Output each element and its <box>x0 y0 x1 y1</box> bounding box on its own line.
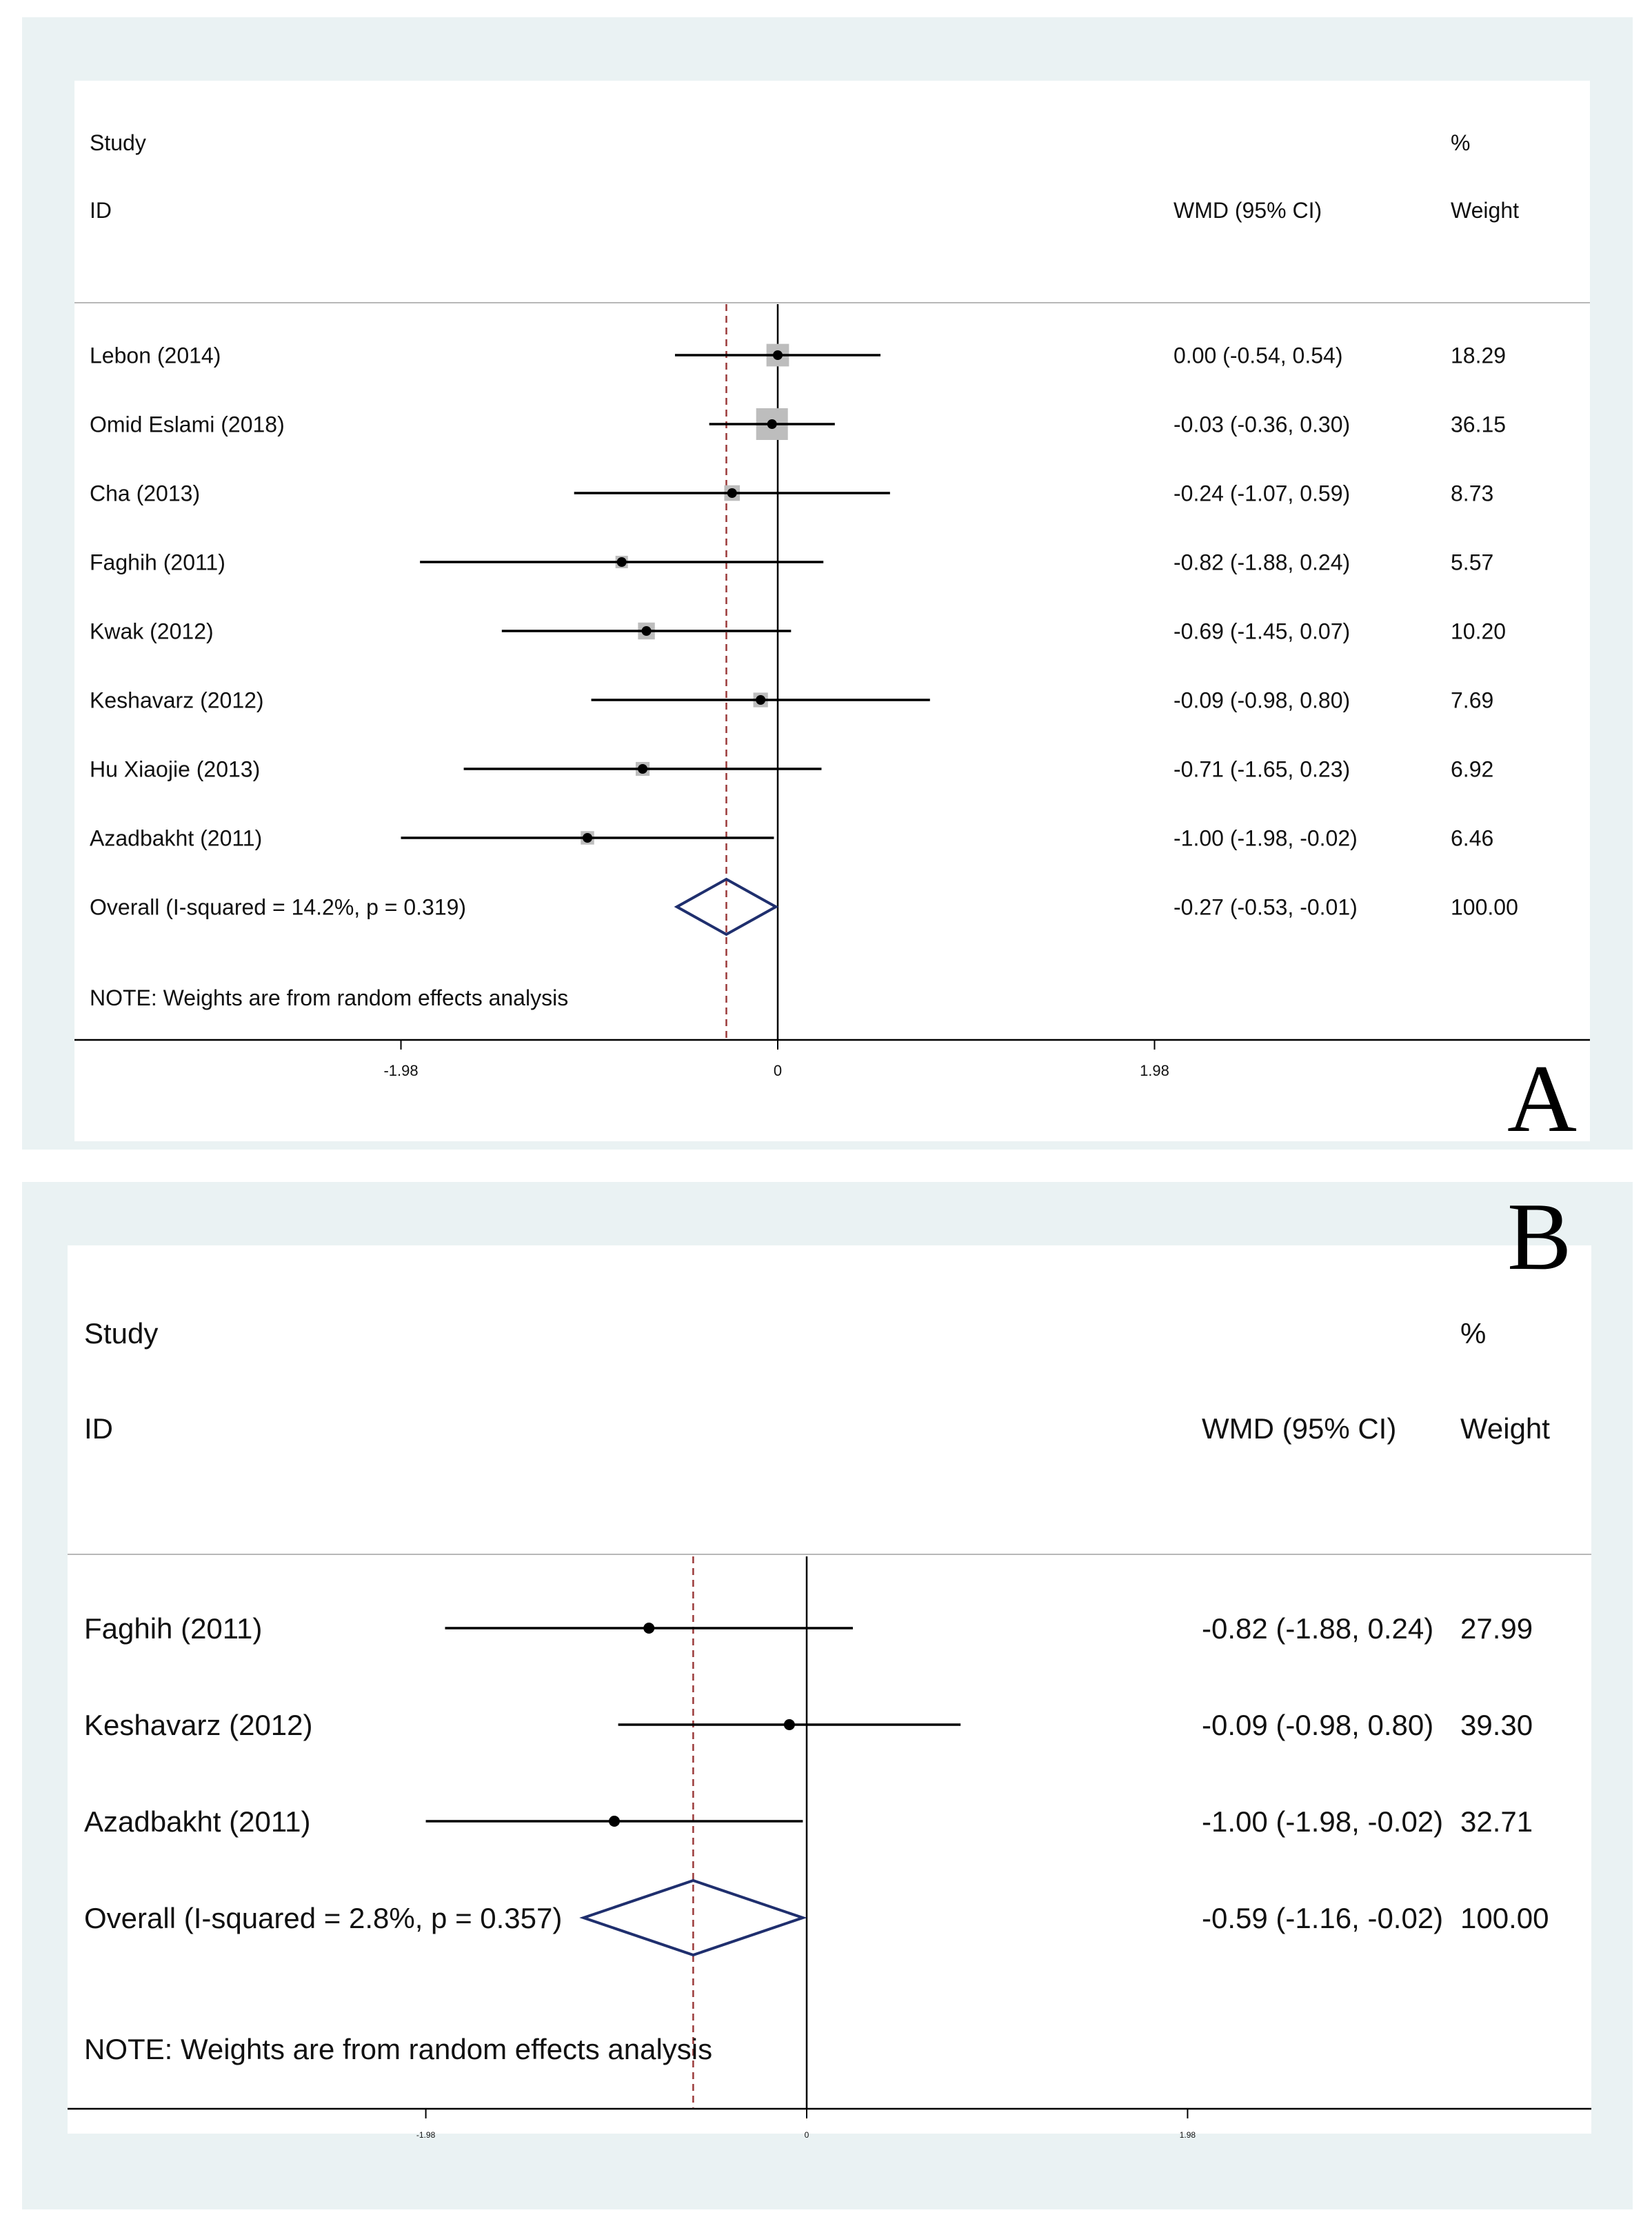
effect-ci: 0.00 (-0.54, 0.54) <box>1173 343 1342 368</box>
overall-weight: 100.00 <box>1451 895 1518 920</box>
study-name: Hu Xiaojie (2013) <box>90 757 260 782</box>
study-name: Keshavarz (2012) <box>84 1709 313 1741</box>
header-study: Study <box>90 130 146 155</box>
study-weight: 27.99 <box>1460 1612 1533 1645</box>
weights-note: NOTE: Weights are from random effects an… <box>84 2033 712 2065</box>
x-tick-label: -1.98 <box>383 1062 418 1079</box>
study-weight: 6.92 <box>1451 757 1493 782</box>
point-estimate <box>609 1816 620 1827</box>
effect-ci: -0.82 (-1.88, 0.24) <box>1202 1612 1433 1645</box>
study-name: Lebon (2014) <box>90 343 221 368</box>
study-name: Azadbakht (2011) <box>84 1805 310 1838</box>
point-estimate <box>616 557 627 567</box>
point-estimate <box>727 488 737 498</box>
effect-ci: -0.09 (-0.98, 0.80) <box>1202 1709 1433 1741</box>
panel-a-plot-area <box>74 81 1590 1141</box>
point-estimate <box>643 1623 655 1634</box>
study-name: Cha (2013) <box>90 481 200 506</box>
overall-diamond <box>579 1878 807 1957</box>
panel-a <box>22 17 1633 1150</box>
study-name: Faghih (2011) <box>90 550 225 575</box>
overall-diamond <box>674 877 779 936</box>
panel-label-b: B <box>1507 1183 1571 1290</box>
x-tick-label: -1.98 <box>416 2130 436 2140</box>
x-tick-label: 0 <box>805 2130 809 2140</box>
point-estimate <box>583 833 592 843</box>
panel-b <box>22 1182 1633 2209</box>
effect-ci: -0.24 (-1.07, 0.59) <box>1173 481 1350 506</box>
weights-note: NOTE: Weights are from random effects an… <box>90 985 568 1010</box>
effect-ci: -0.69 (-1.45, 0.07) <box>1173 619 1350 644</box>
effect-ci: -1.00 (-1.98, -0.02) <box>1173 826 1358 851</box>
effect-ci: -0.82 (-1.88, 0.24) <box>1173 550 1350 575</box>
point-estimate <box>767 419 777 429</box>
overall-label: Overall (I-squared = 2.8%, p = 0.357) <box>84 1902 562 1934</box>
point-estimate <box>756 695 766 705</box>
header-percent: % <box>1460 1317 1486 1350</box>
study-weight: 6.46 <box>1451 826 1493 851</box>
study-weight: 8.73 <box>1451 481 1493 506</box>
study-weight: 18.29 <box>1451 343 1506 368</box>
x-tick-label: 1.98 <box>1180 2130 1196 2140</box>
panel-b-plot-area <box>68 1245 1591 2134</box>
header-id: ID <box>90 198 112 223</box>
effect-ci: -0.09 (-0.98, 0.80) <box>1173 688 1350 713</box>
panel-label-a: A <box>1507 1045 1577 1152</box>
header-effect: WMD (95% CI) <box>1173 198 1322 223</box>
header-percent: % <box>1451 130 1470 155</box>
study-name: Azadbakht (2011) <box>90 826 262 851</box>
study-weight: 36.15 <box>1451 412 1506 437</box>
study-weight: 32.71 <box>1460 1805 1533 1838</box>
study-weight: 10.20 <box>1451 619 1506 644</box>
study-name: Faghih (2011) <box>84 1612 262 1645</box>
header-effect: WMD (95% CI) <box>1202 1412 1396 1445</box>
overall-label: Overall (I-squared = 14.2%, p = 0.319) <box>90 895 466 920</box>
header-weight: Weight <box>1460 1412 1550 1445</box>
point-estimate <box>773 350 783 360</box>
overall-weight: 100.00 <box>1460 1902 1549 1934</box>
x-tick-label: 0 <box>774 1062 782 1079</box>
effect-ci: -1.00 (-1.98, -0.02) <box>1202 1805 1443 1838</box>
point-estimate <box>641 626 652 636</box>
study-weight: 39.30 <box>1460 1709 1533 1741</box>
study-name: Keshavarz (2012) <box>90 688 264 713</box>
x-tick-label: 1.98 <box>1140 1062 1169 1079</box>
point-estimate <box>783 1719 795 1730</box>
study-weight: 7.69 <box>1451 688 1493 713</box>
effect-ci: -0.71 (-1.65, 0.23) <box>1173 757 1350 782</box>
header-study: Study <box>84 1317 158 1350</box>
header-weight: Weight <box>1451 198 1519 223</box>
overall-ci: -0.59 (-1.16, -0.02) <box>1202 1902 1443 1934</box>
header-id: ID <box>84 1412 113 1445</box>
study-name: Kwak (2012) <box>90 619 214 644</box>
study-name: Omid Eslami (2018) <box>90 412 285 437</box>
study-weight: 5.57 <box>1451 550 1493 575</box>
point-estimate <box>638 764 648 774</box>
overall-ci: -0.27 (-0.53, -0.01) <box>1173 895 1358 920</box>
effect-ci: -0.03 (-0.36, 0.30) <box>1173 412 1350 437</box>
